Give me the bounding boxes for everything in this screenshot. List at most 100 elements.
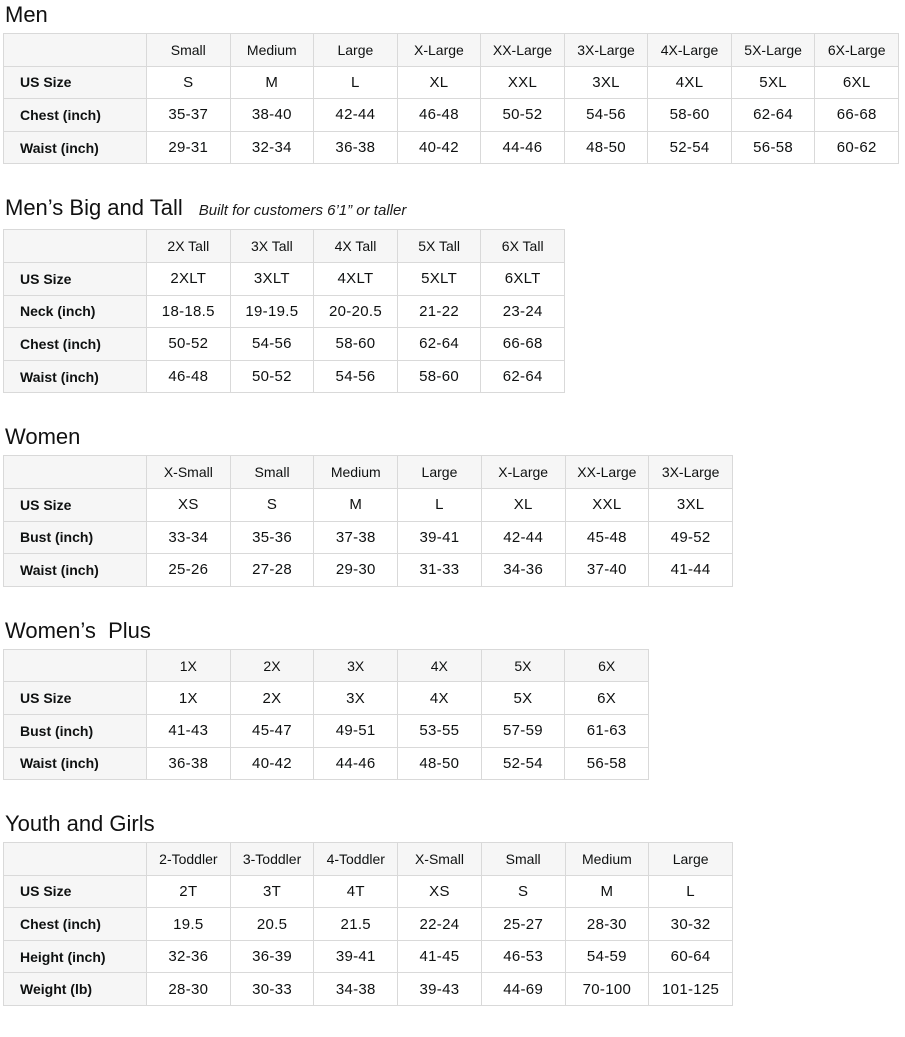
- measurement-row: Height (inch) 32-36 36-39 39-41 41-45 46-53 54…: [3, 939, 733, 974]
- table-header: 1X 2X 3X 4X 5X 6X: [3, 648, 649, 683]
- size-value-cell: 32-36: [146, 939, 231, 974]
- column-header: 4X-Large: [647, 33, 732, 67]
- row-label: Bust (inch): [3, 713, 147, 748]
- size-value-cell: 46-48: [146, 359, 231, 394]
- row-label: US Size: [3, 874, 147, 909]
- size-value-cell: 18-18.5: [146, 294, 231, 329]
- column-header: 2X Tall: [146, 229, 231, 263]
- size-value-cell: 54-59: [564, 939, 650, 974]
- row-label: US Size: [3, 261, 147, 296]
- column-header: Large: [313, 33, 398, 67]
- section-title-youth-and-girls: Youth and Girls: [5, 811, 905, 836]
- size-value-cell: 41-45: [397, 939, 482, 974]
- column-header: 3-Toddler: [229, 842, 315, 876]
- measurement-row: Neck (inch) 18-18.5 19-19.5 20-20.5 21-22 23-…: [3, 294, 565, 329]
- size-value-cell: 4X: [396, 681, 482, 715]
- size-value-cell: 3XLT: [229, 261, 315, 296]
- table-body: US Size 2T 3T 4T XS S M L Chest (inch) 19.5 20.5 21…: [3, 874, 733, 1007]
- size-value-cell: XL: [480, 487, 566, 522]
- size-value-cell: 6XLT: [480, 261, 565, 296]
- size-value-cell: 39-41: [397, 520, 482, 555]
- size-value-cell: 54-56: [563, 98, 649, 132]
- size-value-cell: 52-54: [480, 746, 566, 781]
- column-header: X-Large: [480, 455, 566, 489]
- row-label: Weight (lb): [3, 972, 147, 1007]
- size-value-cell: 20.5: [229, 907, 315, 941]
- size-value-cell: 25-27: [480, 907, 566, 941]
- column-header: XX-Large: [564, 455, 650, 489]
- size-value-cell: 2T: [146, 874, 231, 909]
- youth-and-girls-size-table: 2-Toddler 3-Toddler 4-Toddler X-Small Small M…: [3, 842, 733, 1007]
- size-value-cell: 58-60: [313, 327, 398, 361]
- row-label: Chest (inch): [3, 98, 147, 132]
- column-header: Large: [648, 842, 733, 876]
- column-header: 2-Toddler: [146, 842, 231, 876]
- size-value-cell: 45-48: [564, 520, 650, 555]
- column-header: 3X-Large: [563, 33, 649, 67]
- size-value-cell: 53-55: [396, 713, 482, 748]
- size-value-cell: 49-51: [313, 713, 398, 748]
- size-value-cell: XXL: [564, 487, 650, 522]
- size-value-cell: 21-22: [396, 294, 482, 329]
- size-value-cell: 32-34: [229, 130, 315, 165]
- size-value-cell: 25-26: [146, 553, 231, 587]
- measurement-row: US Size 2T 3T 4T XS S M L: [3, 874, 733, 909]
- row-label: Waist (inch): [3, 130, 147, 165]
- header-row: 2X Tall 3X Tall 4X Tall 5X Tall 6X Tall: [3, 229, 565, 263]
- size-value-cell: M: [229, 65, 315, 100]
- size-value-cell: 40-42: [396, 130, 482, 165]
- table-body: US Size 2XLT 3XLT 4XLT 5XLT 6XLT Neck (inch) 18…: [3, 261, 565, 394]
- section-women: Women X-Small Small Medium Large X-Large XX-L…: [3, 424, 905, 587]
- size-value-cell: XL: [396, 65, 482, 100]
- section-title-text: Women’s Plus: [5, 617, 151, 643]
- section-title-text: Men’s Big and Tall: [5, 195, 183, 221]
- column-header: 4X: [396, 648, 482, 683]
- size-value-cell: L: [648, 874, 733, 909]
- size-chart-page: Men Small Medium Large X-Large XX-Large 3X-La…: [3, 2, 905, 1007]
- measurement-row: Bust (inch) 41-43 45-47 49-51 53-55 57-59 61-6…: [3, 713, 649, 748]
- size-value-cell: 66-68: [814, 98, 899, 132]
- size-value-cell: 62-64: [730, 98, 816, 132]
- size-value-cell: 42-44: [480, 520, 566, 555]
- size-value-cell: 22-24: [397, 907, 482, 941]
- row-label: US Size: [3, 487, 147, 522]
- column-header: Medium: [229, 33, 315, 67]
- size-value-cell: 39-41: [313, 939, 399, 974]
- section-title-text: Youth and Girls: [5, 811, 155, 837]
- size-value-cell: 3T: [229, 874, 315, 909]
- size-value-cell: 31-33: [397, 553, 482, 587]
- section-title-womens-plus: Women’s Plus: [5, 618, 905, 643]
- column-header: X-Small: [397, 842, 482, 876]
- header-row: X-Small Small Medium Large X-Large XX-Large 3X…: [3, 455, 733, 489]
- corner-cell: [3, 229, 147, 263]
- women-size-table: X-Small Small Medium Large X-Large XX-Large 3X…: [3, 455, 733, 587]
- header-row: 2-Toddler 3-Toddler 4-Toddler X-Small Small M…: [3, 842, 733, 876]
- size-value-cell: XS: [397, 874, 482, 909]
- size-value-cell: 54-56: [229, 327, 315, 361]
- table-header: 2-Toddler 3-Toddler 4-Toddler X-Small Small M…: [3, 842, 733, 876]
- size-value-cell: 2XLT: [146, 261, 231, 296]
- size-value-cell: 37-40: [564, 553, 650, 587]
- size-value-cell: 41-44: [648, 553, 733, 587]
- section-mens-big-and-tall: Men’s Big and Tall Built for customers 6’…: [3, 195, 905, 394]
- column-header: Large: [397, 455, 482, 489]
- size-value-cell: 54-56: [313, 359, 398, 394]
- corner-cell: [3, 33, 147, 67]
- size-value-cell: 34-38: [313, 972, 399, 1007]
- column-header: 1X: [146, 648, 231, 683]
- size-value-cell: 46-53: [480, 939, 566, 974]
- size-value-cell: L: [397, 487, 482, 522]
- size-value-cell: 23-24: [480, 294, 565, 329]
- size-value-cell: 48-50: [396, 746, 482, 781]
- header-row: Small Medium Large X-Large XX-Large 3X-Large 4…: [3, 33, 899, 67]
- table-header: 2X Tall 3X Tall 4X Tall 5X Tall 6X Tall: [3, 229, 565, 263]
- measurement-row: Waist (inch) 36-38 40-42 44-46 48-50 52-54 56-…: [3, 746, 649, 781]
- size-value-cell: 5XL: [730, 65, 816, 100]
- measurement-row: US Size S M L XL XXL 3XL 4XL 5XL 6XL: [3, 65, 899, 100]
- size-value-cell: S: [146, 65, 231, 100]
- size-value-cell: 29-30: [313, 553, 399, 587]
- size-value-cell: 5X: [480, 681, 566, 715]
- size-value-cell: 60-62: [814, 130, 899, 165]
- size-value-cell: 19.5: [146, 907, 231, 941]
- size-value-cell: 35-36: [229, 520, 315, 555]
